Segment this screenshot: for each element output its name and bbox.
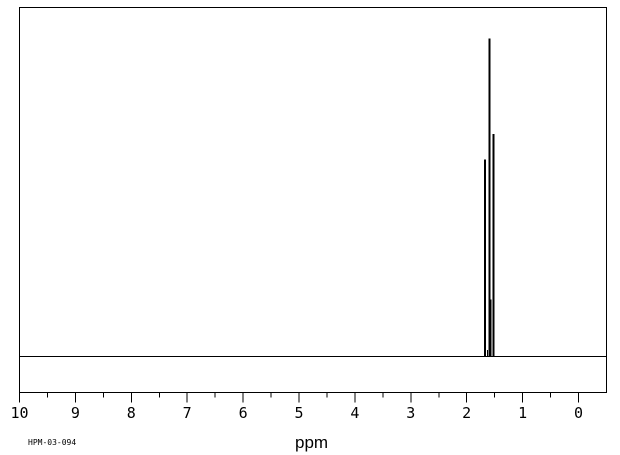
- plot-border: [19, 7, 607, 393]
- x-tick-label: 6: [239, 404, 248, 422]
- x-tick-label: 1: [518, 404, 527, 422]
- x-tick-label: 5: [294, 404, 303, 422]
- x-tick-label: 4: [350, 404, 359, 422]
- x-tick-label: 9: [71, 404, 80, 422]
- x-tick-label: 7: [183, 404, 192, 422]
- sample-id-label: HPM-03-094: [28, 438, 77, 447]
- x-tick-label: 0: [574, 404, 583, 422]
- x-tick-label: 10: [10, 404, 28, 422]
- x-axis-label: ppm: [295, 433, 329, 452]
- x-tick-label: 3: [406, 404, 415, 422]
- x-tick-label: 8: [127, 404, 136, 422]
- x-tick-label: 2: [462, 404, 471, 422]
